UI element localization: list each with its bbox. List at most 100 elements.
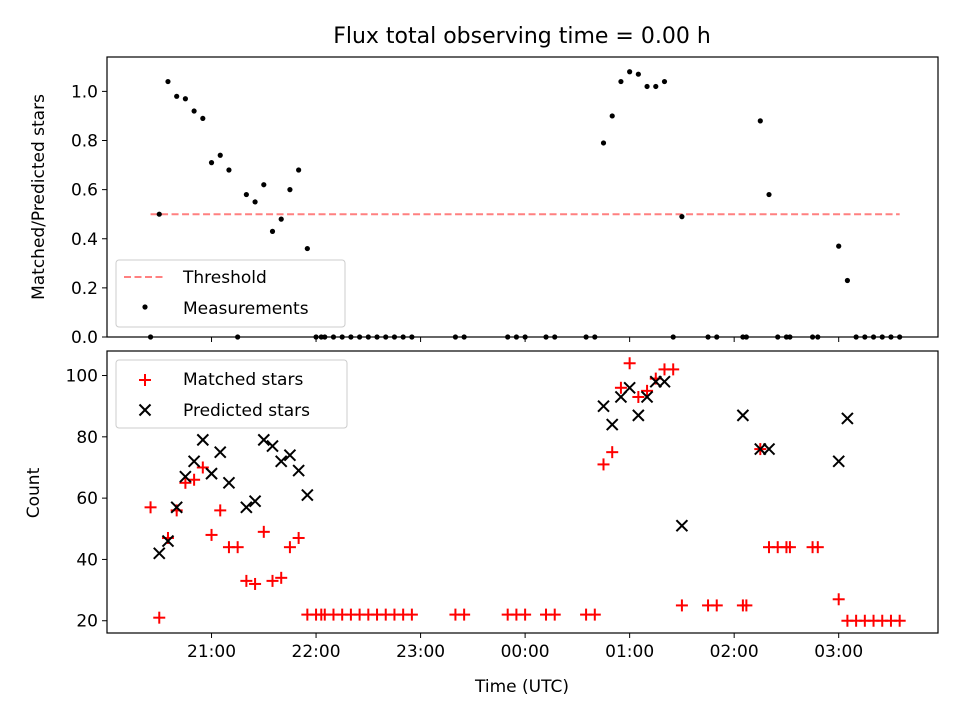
bottom-legend: Matched stars Predicted stars [115,359,348,429]
predicted-star-mark-b [301,488,314,502]
bottom-ytick-label: 100 [66,367,98,387]
matched-star-point [614,381,627,394]
matched-star-point [667,363,680,376]
bottom-y-axis-label: Count [24,467,44,518]
measurement-point [278,216,284,222]
matched-star-point [275,571,288,584]
measurement-point [304,245,310,252]
matched-star-point [196,461,209,474]
matched-star-point [405,608,418,621]
measurement-point [635,71,641,77]
predicted-star-mark-b [240,501,253,514]
measurement-point [252,199,258,205]
legend-matched-label: Matched stars [183,370,303,390]
matched-star-point [783,541,796,554]
predicted-star-mark-b [736,409,750,422]
top-x-ticks [211,337,840,342]
bottom-ytick-label: 20 [76,612,98,632]
predicted-star-mark-b [187,455,201,468]
measurement-point [174,93,180,99]
top-ytick-label: 0.0 [71,328,98,348]
legend-measurements-label: Measurements [183,299,309,319]
measurement-point [208,160,215,166]
bottom-xtick-label: 21:00 [187,642,236,662]
measurement-point [191,108,197,114]
predicted-star-mark-b [266,439,279,453]
predicted-star-mark-b [762,442,776,456]
matched-star-point [257,525,270,538]
predicted-star-mark-b [222,476,236,490]
predicted-star-mark-b [623,381,636,394]
matched-star-point [205,528,218,541]
bottom-ytick-label: 40 [76,550,98,570]
matched-star-point [144,501,157,514]
legend-predicted-swatch [138,403,152,417]
bottom-ytick-label: 60 [76,489,98,509]
predicted-star-point [762,442,776,456]
bottom-xtick-label: 01:00 [605,642,654,662]
predicted-star-point [153,547,166,560]
predicted-star-mark-b [292,464,305,477]
matched-star-point [249,577,262,590]
matched-star-point [588,608,601,621]
predicted-star-point [606,418,619,431]
matched-star-point [292,531,305,544]
matched-star-point [519,608,532,621]
predicted-star-point [623,381,636,394]
top-panel: 0.0 0.2 0.4 0.6 0.8 1.0 Matched/Predicted sta… [29,56,939,348]
predicted-star-mark-b [161,534,175,548]
legend-matched-swatch [139,374,151,386]
predicted-star-mark-b [597,399,610,413]
predicted-star-point [161,534,175,548]
predicted-star-mark-b [257,433,270,447]
matched-star-point [179,476,192,489]
matched-star-point [832,593,845,606]
predicted-star-mark-b [632,409,645,422]
bottom-x-axis-label: Time (UTC) [474,677,569,697]
predicted-star-mark-b [170,501,183,514]
top-y-ticks: 0.0 0.2 0.4 0.6 0.8 1.0 [71,82,107,348]
predicted-star-point [832,455,845,468]
matched-star-point [214,504,227,517]
predicted-star-point [214,445,227,459]
measurement-point [287,187,293,193]
measurement-point [226,167,232,173]
predicted-star-point [736,409,750,422]
predicted-star-point [240,501,253,514]
predicted-star-point [257,433,270,447]
top-ytick-label: 0.6 [71,181,98,201]
measurement-point [600,140,607,146]
predicted-star-point [597,399,610,413]
matched-star-point [231,541,244,554]
predicted-star-mark-b [283,449,297,462]
measurement-point [243,191,249,198]
matched-star-point [641,384,654,397]
predicted-star-mark-b [640,390,654,404]
predicted-star-point [222,476,236,490]
legend-measurements-swatch [142,304,148,310]
measurement-point [618,78,624,85]
measurement-point [156,211,162,217]
bottom-xtick-label: 23:00 [396,642,445,662]
matched-star-point [283,541,296,554]
predicted-star-point [170,501,183,514]
predicted-star-point [179,470,192,483]
matched-star-point [710,599,723,612]
matched-star-point [811,541,824,554]
matched-star-point [458,608,471,621]
top-ytick-label: 0.2 [71,279,98,299]
top-legend: Threshold Measurements [115,259,346,328]
bottom-xtick-label: 22:00 [292,642,341,662]
bottom-axes-frame [106,350,939,634]
measurement-point [296,167,302,173]
chart-title: Flux total observing time = 0.00 h [333,24,711,49]
predicted-star-mark-b [606,418,619,431]
measurement-point [200,115,206,122]
top-ytick-label: 0.8 [71,132,98,152]
bottom-panel: 20 40 60 80 100 21:00 22:00 23:00 00:00 01:00 02:… [24,350,939,697]
measurement-point [261,182,267,188]
predicted-star-point [292,464,305,477]
top-ytick-label: 0.4 [71,230,98,250]
measurement-point [653,83,659,90]
